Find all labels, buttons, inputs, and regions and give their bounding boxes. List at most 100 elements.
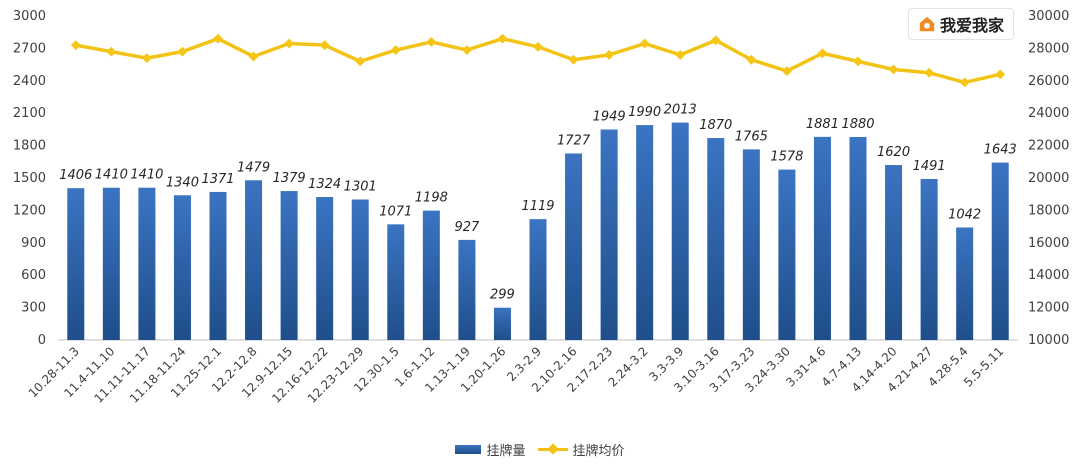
bars bbox=[67, 122, 1009, 340]
y-left-tick-label: 1800 bbox=[13, 139, 46, 154]
bar bbox=[351, 199, 369, 340]
bar-value-label: 1410 bbox=[95, 168, 128, 183]
bar bbox=[565, 153, 583, 340]
price-line bbox=[70, 33, 1006, 88]
bar-value-label: 1990 bbox=[628, 105, 661, 120]
price-point bbox=[568, 54, 579, 65]
bar-value-label: 1578 bbox=[770, 150, 803, 165]
bar-value-label: 1491 bbox=[913, 159, 946, 174]
legend: 挂牌量 挂牌均价 bbox=[0, 440, 1080, 459]
bar-value-label: 1301 bbox=[344, 179, 377, 194]
price-point bbox=[604, 49, 615, 60]
legend-item-volume: 挂牌量 bbox=[455, 440, 526, 459]
price-point bbox=[248, 51, 259, 62]
price-point bbox=[177, 46, 188, 57]
bar-value-label: 1042 bbox=[948, 207, 981, 222]
y-right-tick-label: 26000 bbox=[1028, 74, 1069, 89]
y-left-tick-label: 1500 bbox=[13, 171, 46, 186]
y-right-tick-label: 30000 bbox=[1028, 9, 1069, 24]
bar-value-label: 1410 bbox=[130, 168, 163, 183]
price-point bbox=[995, 69, 1006, 80]
bar bbox=[458, 239, 476, 340]
y-right-tick-label: 10000 bbox=[1028, 333, 1069, 348]
bar bbox=[707, 138, 725, 340]
bar-value-label: 2013 bbox=[664, 103, 697, 118]
y-right-tick-label: 12000 bbox=[1028, 301, 1069, 316]
bar-value-label: 1371 bbox=[201, 172, 234, 187]
y-right-tick-label: 14000 bbox=[1028, 268, 1069, 283]
bar bbox=[67, 188, 85, 340]
bar-value-label: 1340 bbox=[166, 175, 199, 190]
bar bbox=[920, 178, 938, 340]
price-point bbox=[710, 35, 721, 46]
bar-value-label: 1949 bbox=[593, 110, 626, 125]
price-point bbox=[533, 41, 543, 52]
bar-value-label: 1880 bbox=[841, 117, 874, 132]
bar bbox=[138, 187, 156, 340]
y-left-tick-label: 300 bbox=[21, 301, 46, 316]
x-tick-label: 5.5-5.11 bbox=[961, 344, 1006, 389]
legend-item-price: 挂牌均价 bbox=[537, 440, 625, 459]
bar bbox=[102, 187, 120, 340]
bar-value-label: 1881 bbox=[806, 117, 839, 132]
price-point bbox=[141, 53, 152, 64]
bar bbox=[956, 227, 974, 340]
y-left-tick-label: 2100 bbox=[13, 106, 46, 121]
bar bbox=[778, 169, 796, 340]
house-icon bbox=[919, 16, 935, 32]
legend-bar-swatch bbox=[455, 445, 482, 454]
y-right-tick-label: 24000 bbox=[1028, 106, 1069, 121]
price-point bbox=[781, 66, 792, 77]
y-left-tick-label: 1200 bbox=[13, 203, 46, 218]
brand-logo: 我爱我家 bbox=[907, 8, 1014, 40]
bar bbox=[600, 129, 618, 340]
x-tick-label: 2.24-3.2 bbox=[605, 344, 650, 389]
y-right-tick-label: 28000 bbox=[1028, 41, 1069, 56]
y-left-tick-label: 600 bbox=[21, 268, 46, 283]
y-right-tick-label: 20000 bbox=[1028, 171, 1069, 186]
price-point bbox=[461, 45, 472, 55]
price-point bbox=[675, 49, 686, 60]
bar-value-label: 1379 bbox=[273, 171, 306, 186]
legend-label-price: 挂牌均价 bbox=[572, 444, 625, 459]
bar bbox=[849, 136, 867, 340]
price-point bbox=[746, 54, 757, 65]
price-point bbox=[959, 77, 970, 88]
y-left-tick-label: 3000 bbox=[13, 9, 46, 24]
price-point bbox=[70, 40, 81, 51]
brand-name: 我爱我家 bbox=[939, 16, 1004, 35]
bar bbox=[173, 195, 191, 340]
bar bbox=[991, 162, 1009, 340]
y-left-tick-label: 2400 bbox=[13, 74, 46, 89]
y-left-tick-label: 2700 bbox=[13, 41, 46, 56]
bar-value-label: 1406 bbox=[59, 168, 92, 183]
bar bbox=[493, 307, 511, 340]
bar-value-label: 1071 bbox=[379, 204, 412, 219]
price-point bbox=[284, 38, 295, 49]
price-point bbox=[817, 48, 828, 59]
price-point bbox=[390, 45, 401, 55]
y-right-tick-label: 22000 bbox=[1028, 139, 1069, 154]
y-right-tick-label: 16000 bbox=[1028, 236, 1069, 251]
bar bbox=[636, 125, 654, 340]
price-point bbox=[497, 33, 508, 44]
price-point bbox=[888, 64, 899, 75]
bar-value-label: 1765 bbox=[735, 129, 768, 144]
bar bbox=[671, 122, 689, 340]
legend-line-swatch bbox=[537, 448, 568, 451]
bar-value-label: 1620 bbox=[877, 145, 910, 160]
bar bbox=[742, 149, 760, 340]
y-left-tick-label: 900 bbox=[21, 236, 46, 251]
price-point bbox=[924, 67, 935, 78]
bar bbox=[245, 180, 263, 340]
bar bbox=[280, 191, 298, 340]
bar bbox=[813, 136, 831, 340]
bar-value-label: 1198 bbox=[415, 191, 448, 206]
bar bbox=[529, 219, 547, 340]
price-point bbox=[853, 56, 863, 67]
price-point bbox=[213, 33, 223, 44]
price-point bbox=[106, 46, 117, 57]
price-point bbox=[426, 36, 437, 47]
